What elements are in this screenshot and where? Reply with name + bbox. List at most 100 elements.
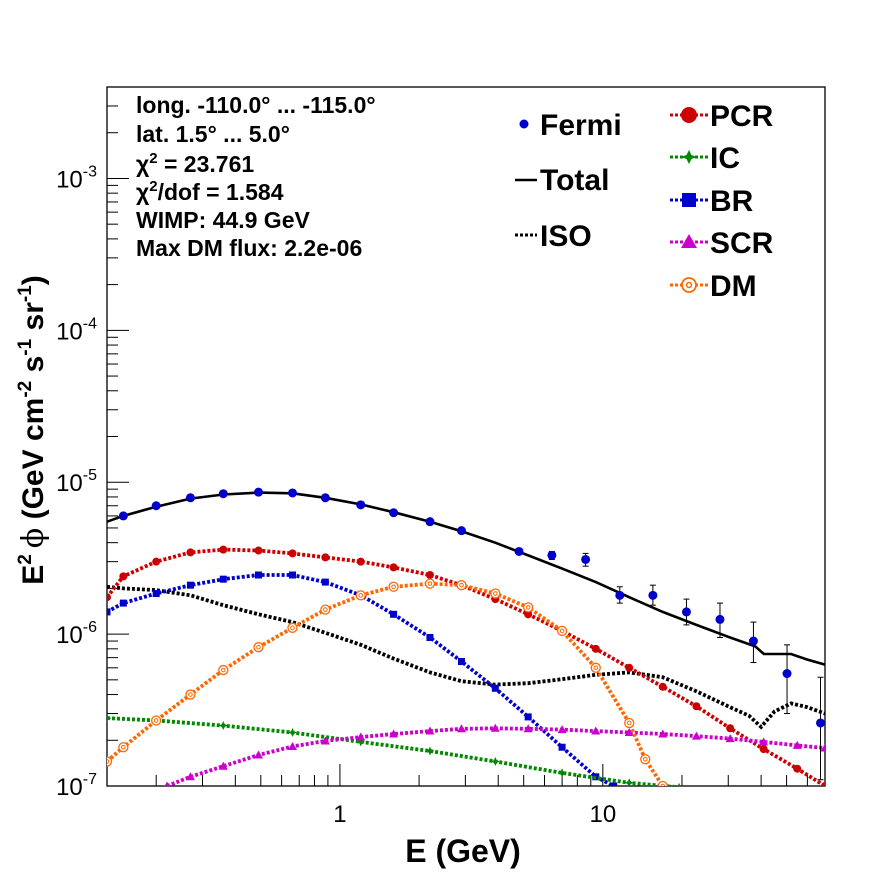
series-marker-pcr (288, 549, 297, 558)
fermi-point (748, 621, 758, 664)
legend-entry-scr: SCR (670, 227, 774, 260)
legend-marker-br (682, 193, 696, 207)
series-marker-pcr (591, 644, 600, 653)
fermi-point (715, 602, 725, 638)
legend-marker-scr (681, 234, 697, 248)
series-marker-pcr (658, 682, 667, 691)
series-pcr (107, 545, 825, 786)
fermi-marker (118, 511, 128, 521)
fermi-marker (151, 501, 161, 511)
series-marker-br (119, 599, 127, 607)
fermi-point (287, 488, 297, 498)
series-marker-dm-inner (427, 581, 433, 586)
fermi-marker (253, 487, 263, 497)
series-marker-pcr (254, 546, 263, 555)
series-marker-pcr (389, 563, 398, 572)
series-marker-dm (185, 689, 196, 700)
x-tick-labels: 1 10 (333, 801, 616, 828)
legend-entry-pcr: PCR (670, 100, 774, 133)
fermi-point (320, 493, 330, 503)
series-marker-pcr (219, 545, 228, 554)
y-axis-title-mid2: sr (17, 302, 50, 339)
series-line-scr (166, 726, 825, 786)
series-marker-ic (490, 756, 500, 766)
series-marker-ic (677, 782, 681, 786)
series-marker-pcr (793, 764, 802, 773)
fermi-marker (681, 607, 691, 617)
y-tick-label: 10-4 (56, 315, 97, 345)
series-marker-dm-inner (593, 665, 599, 671)
fermi-point (514, 546, 524, 556)
series-marker-scr (725, 734, 735, 743)
y-tick-mantissa: 10 (56, 774, 83, 801)
series-marker-scr (425, 726, 435, 735)
chi-symbol: χ (136, 179, 150, 205)
series-marker-dm (253, 642, 264, 653)
series-marker-pcr (107, 593, 111, 602)
series-marker-scr (185, 772, 195, 781)
series-marker-br (457, 658, 465, 666)
fermi-marker (816, 718, 825, 728)
series-line-total (107, 491, 825, 666)
fermi-marker (514, 546, 524, 556)
fermi-point (218, 489, 228, 499)
y-axis-title-sup1: -2 (15, 381, 36, 398)
series-marker-dm-inner (660, 783, 666, 786)
series-marker-br (107, 608, 111, 616)
legend-marker-fermi (519, 119, 529, 129)
chi2-dof-value: /dof = 1.584 (158, 179, 284, 205)
legend-entry-iso: ISO (515, 220, 592, 253)
series-marker-dm (590, 662, 601, 673)
y-tick-mantissa: 10 (56, 318, 83, 345)
legend-entry-ic: IC (670, 142, 740, 175)
series-marker-dm (556, 625, 568, 637)
y-axis-title-prefix-sup: 2 (15, 554, 36, 565)
y-tick-mantissa: 10 (56, 622, 83, 649)
series-marker-dm-inner (671, 808, 675, 812)
fermi-marker (648, 590, 658, 600)
series-marker-scr (691, 731, 701, 740)
series-marker-br (610, 782, 618, 786)
fermi-point (356, 500, 366, 510)
fermi-marker (356, 500, 366, 510)
fermi-point (782, 644, 792, 715)
legend-label-dm: DM (710, 270, 757, 303)
fermi-marker (748, 636, 758, 646)
series-marker-dm (640, 754, 651, 765)
series-marker-scr (164, 781, 170, 786)
series-marker-dm-inner (290, 625, 295, 631)
series-marker-dm (456, 580, 467, 591)
fermi-points-layer (118, 487, 825, 781)
series-marker-dm (669, 805, 678, 814)
series-marker-pcr (759, 745, 768, 754)
fermi-point (581, 552, 591, 567)
chi-symbol: χ (136, 151, 150, 177)
series-marker-pcr (692, 702, 701, 711)
fermi-point (547, 550, 557, 560)
series-marker-dm-inner (153, 718, 159, 723)
series-marker-br (390, 610, 398, 618)
series-marker-scr (759, 737, 769, 746)
x-tick-label: 1 (333, 801, 346, 828)
series-marker-dm (320, 604, 331, 615)
series-ic (107, 713, 681, 786)
series-line-ic (107, 716, 680, 786)
series-marker-scr (320, 736, 330, 745)
fermi-point (389, 508, 399, 518)
series-marker-pcr (726, 724, 735, 733)
series-marker-br (491, 684, 499, 692)
fermi-point (456, 526, 466, 536)
series-line-iso (107, 584, 825, 730)
y-tick-exponent: -3 (83, 163, 97, 180)
fermi-marker (218, 489, 228, 499)
series-marker-dm (118, 742, 129, 753)
fermi-marker (547, 550, 557, 560)
series-marker-scr (389, 729, 399, 738)
series-marker-scr (253, 750, 263, 759)
y-axis-title-open: (GeV cm (17, 398, 50, 528)
series-marker-dm (218, 664, 229, 676)
chi2-value: = 23.761 (158, 151, 255, 177)
series-marker-pcr (625, 663, 634, 672)
legend: Fermi Total ISO PCR IC BR (515, 100, 774, 303)
